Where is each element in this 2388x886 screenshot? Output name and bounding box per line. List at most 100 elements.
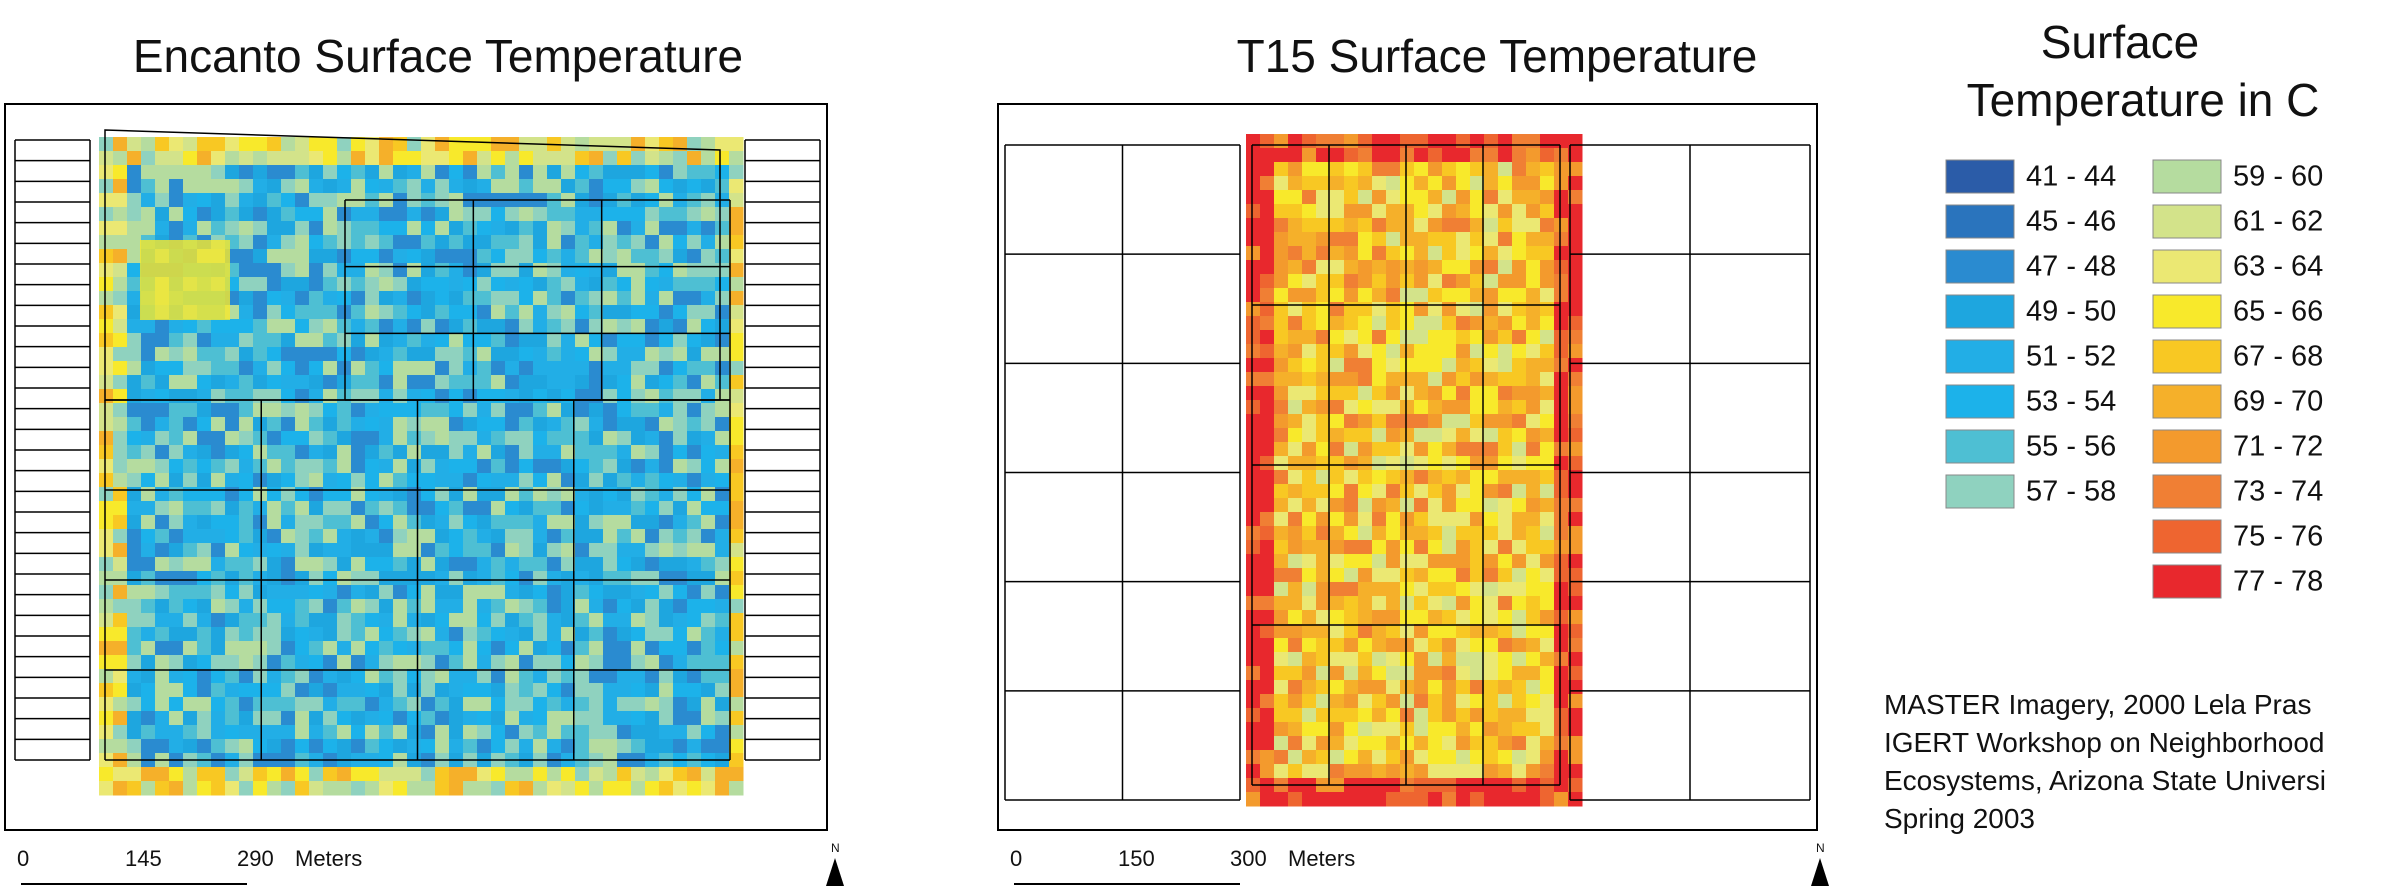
heat-cell xyxy=(449,375,464,390)
heat-cell xyxy=(1428,190,1443,205)
heat-cell xyxy=(1470,610,1485,625)
heat-cell xyxy=(617,725,632,740)
heat-cell xyxy=(1274,736,1289,751)
heat-cell xyxy=(1498,372,1513,387)
heat-cell xyxy=(155,207,170,222)
heat-cell xyxy=(547,613,562,628)
heat-cell xyxy=(687,403,702,418)
heat-cell xyxy=(1414,134,1429,149)
heat-cell xyxy=(435,725,450,740)
heat-cell xyxy=(211,585,226,600)
heat-cell xyxy=(239,655,254,670)
heat-cell xyxy=(477,221,492,236)
heat-cell xyxy=(169,739,184,754)
heat-cell xyxy=(715,151,730,166)
heat-cell xyxy=(183,599,198,614)
heat-cell xyxy=(1470,792,1485,807)
heat-cell xyxy=(295,781,310,796)
heat-cell xyxy=(729,459,744,474)
heat-cell xyxy=(1484,708,1499,723)
heat-cell xyxy=(491,529,506,544)
heat-cell xyxy=(1372,680,1387,695)
heat-cell xyxy=(575,291,590,306)
heat-cell xyxy=(449,683,464,698)
heat-cell xyxy=(1470,526,1485,541)
heat-cell xyxy=(407,487,422,502)
heat-cell xyxy=(1400,596,1415,611)
heat-cell xyxy=(1274,680,1289,695)
heat-cell xyxy=(561,319,576,334)
heat-cell xyxy=(1540,148,1555,163)
heat-cell xyxy=(1246,260,1261,275)
legend-label: 77 - 78 xyxy=(2233,566,2323,598)
heat-cell xyxy=(1568,568,1583,583)
heat-cell xyxy=(323,445,338,460)
heat-cell xyxy=(1568,722,1583,737)
heat-cell xyxy=(1386,526,1401,541)
heat-cell xyxy=(687,151,702,166)
heat-cell xyxy=(645,599,660,614)
heat-cell xyxy=(1344,148,1359,163)
heat-cell xyxy=(463,627,478,642)
heat-cell xyxy=(1470,400,1485,415)
heat-cell xyxy=(1260,456,1275,471)
heat-cell xyxy=(1428,540,1443,555)
heat-cell xyxy=(239,445,254,460)
heat-cell xyxy=(449,739,464,754)
heat-cell xyxy=(435,515,450,530)
heat-cell xyxy=(491,487,506,502)
heat-cell xyxy=(99,375,114,390)
heat-cell xyxy=(1330,526,1345,541)
heat-cell xyxy=(477,697,492,712)
legend-swatch xyxy=(2152,249,2222,284)
heat-cell xyxy=(1456,162,1471,177)
heat-cell xyxy=(533,235,548,250)
heat-cell xyxy=(141,585,156,600)
heat-cell xyxy=(295,249,310,264)
heat-cell xyxy=(617,767,632,782)
heat-cell xyxy=(1372,442,1387,457)
heat-cell xyxy=(1540,526,1555,541)
heat-cell xyxy=(1372,190,1387,205)
heat-cell xyxy=(589,781,604,796)
heat-cell xyxy=(1540,792,1555,807)
heat-cell xyxy=(701,333,716,348)
heat-cell xyxy=(281,319,296,334)
heat-cell xyxy=(365,221,380,236)
heat-cell xyxy=(1330,162,1345,177)
heat-cell xyxy=(155,725,170,740)
heat-cell xyxy=(1260,190,1275,205)
heat-cell xyxy=(379,711,394,726)
heat-cell xyxy=(211,221,226,236)
heat-cell xyxy=(1372,652,1387,667)
heat-cell xyxy=(211,347,226,362)
heat-cell xyxy=(1414,512,1429,527)
heat-cell xyxy=(1246,274,1261,289)
heat-cell xyxy=(533,501,548,516)
heat-cell xyxy=(407,347,422,362)
heat-cell xyxy=(561,235,576,250)
heat-cell xyxy=(463,697,478,712)
heat-cell xyxy=(1526,694,1541,709)
heat-cell xyxy=(1302,708,1317,723)
heat-cell xyxy=(1540,568,1555,583)
heat-cell xyxy=(715,613,730,628)
heat-cell xyxy=(393,459,408,474)
heat-cell xyxy=(393,235,408,250)
heat-cell xyxy=(1442,582,1457,597)
heat-cell xyxy=(239,375,254,390)
heat-cell xyxy=(323,249,338,264)
heat-cell xyxy=(127,459,142,474)
heat-cell xyxy=(1316,568,1331,583)
heat-cell xyxy=(1260,526,1275,541)
heat-cell xyxy=(477,235,492,250)
heat-cell xyxy=(1246,666,1261,681)
heat-cell xyxy=(351,207,366,222)
heat-cell xyxy=(365,543,380,558)
heat-cell xyxy=(673,333,688,348)
heat-cell xyxy=(127,417,142,432)
heat-cell xyxy=(1498,610,1513,625)
heat-cell xyxy=(99,277,114,292)
heat-cell xyxy=(1274,610,1289,625)
heat-cell xyxy=(687,263,702,278)
